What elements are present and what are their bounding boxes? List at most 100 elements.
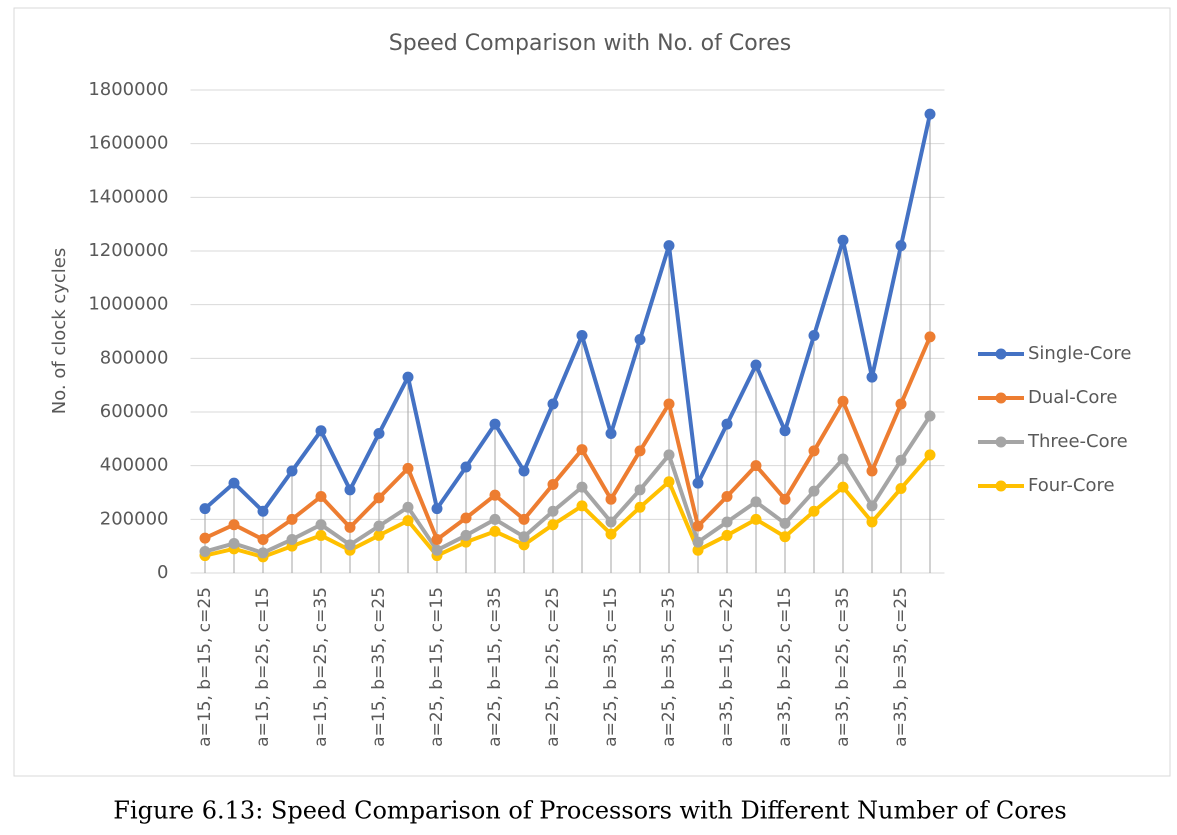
y-tick-label: 1600000 <box>88 133 168 154</box>
data-point <box>866 516 878 528</box>
data-point <box>634 501 646 513</box>
legend-marker <box>995 392 1007 404</box>
data-point <box>431 503 443 515</box>
data-point <box>924 331 936 343</box>
data-point <box>576 330 588 342</box>
data-point <box>344 484 356 496</box>
x-tick-label: a=15, b=25, c=15 <box>253 587 273 747</box>
data-point <box>257 547 269 559</box>
data-point <box>315 491 327 503</box>
data-point <box>257 533 269 545</box>
data-point <box>489 418 501 430</box>
data-point <box>547 519 559 531</box>
data-point <box>518 513 530 525</box>
data-point <box>663 449 675 461</box>
data-point <box>286 465 298 477</box>
x-tick-label: a=25, b=35, c=35 <box>659 587 679 747</box>
x-tick-label: a=35, b=15, c=25 <box>717 587 737 747</box>
data-point <box>373 492 385 504</box>
data-point <box>779 493 791 505</box>
data-point <box>402 501 414 513</box>
data-point <box>692 477 704 489</box>
data-point <box>721 491 733 503</box>
data-point <box>518 465 530 477</box>
data-point <box>199 546 211 558</box>
x-tick-label: a=25, b=25, c=25 <box>543 587 563 747</box>
data-point <box>692 536 704 548</box>
y-tick-label: 1200000 <box>88 240 168 261</box>
data-point <box>750 359 762 371</box>
data-point <box>837 234 849 246</box>
data-point <box>837 481 849 493</box>
data-point <box>779 517 791 529</box>
data-point <box>257 505 269 517</box>
y-tick-label: 600000 <box>100 401 169 422</box>
legend-label: Dual-Core <box>1028 387 1117 408</box>
x-tick-label: a=25, b=35, c=15 <box>601 587 621 747</box>
data-point <box>663 240 675 252</box>
y-tick-label: 800000 <box>100 347 169 368</box>
x-tick-label: a=35, b=25, c=15 <box>775 587 795 747</box>
legend-marker <box>995 480 1007 492</box>
data-point <box>489 513 501 525</box>
data-point <box>837 395 849 407</box>
data-point <box>402 462 414 474</box>
data-point <box>605 516 617 528</box>
x-tick-label: a=15, b=25, c=35 <box>311 587 331 747</box>
data-point <box>634 445 646 457</box>
data-point <box>750 513 762 525</box>
data-point <box>228 519 240 531</box>
y-tick-label: 1000000 <box>88 294 168 315</box>
data-point <box>895 482 907 494</box>
data-point <box>547 478 559 490</box>
y-axis-label: No. of clock cycles <box>49 248 70 415</box>
data-point <box>692 520 704 532</box>
data-point <box>576 444 588 456</box>
x-tick-label: a=15, b=15, c=25 <box>195 587 215 747</box>
data-point <box>866 371 878 383</box>
data-point <box>576 481 588 493</box>
legend-marker <box>995 348 1007 360</box>
data-point <box>808 505 820 517</box>
data-point <box>663 476 675 488</box>
x-tick-label: a=25, b=15, c=35 <box>485 587 505 747</box>
data-point <box>228 537 240 549</box>
y-tick-label: 1800000 <box>88 79 168 100</box>
data-point <box>315 519 327 531</box>
legend-label: Single-Core <box>1028 343 1132 364</box>
data-point <box>895 240 907 252</box>
data-point <box>750 460 762 472</box>
series-line <box>203 113 932 514</box>
data-point <box>199 532 211 544</box>
legend-label: Three-Core <box>1027 431 1128 452</box>
data-point <box>547 398 559 410</box>
data-point <box>489 525 501 537</box>
data-point <box>924 108 936 120</box>
data-point <box>924 449 936 461</box>
data-point <box>402 371 414 383</box>
series-line <box>204 414 932 555</box>
data-point <box>808 485 820 497</box>
data-point <box>605 493 617 505</box>
data-point <box>605 528 617 540</box>
data-point <box>489 489 501 501</box>
data-point <box>286 533 298 545</box>
data-point <box>721 418 733 430</box>
data-point <box>895 398 907 410</box>
data-point <box>634 334 646 346</box>
data-point <box>547 505 559 517</box>
data-point <box>373 529 385 541</box>
data-point <box>634 484 646 496</box>
data-point <box>721 516 733 528</box>
y-tick-label: 400000 <box>100 455 169 476</box>
x-tick-label: a=35, b=35, c=25 <box>891 587 911 747</box>
legend-marker <box>995 436 1007 448</box>
data-point <box>750 496 762 508</box>
data-point <box>199 503 211 515</box>
caption: Figure 6.13: Speed Comparison of Process… <box>113 797 1066 825</box>
data-point <box>924 410 936 422</box>
data-point <box>373 427 385 439</box>
y-tick-label: 1400000 <box>88 186 168 207</box>
data-point <box>808 445 820 457</box>
